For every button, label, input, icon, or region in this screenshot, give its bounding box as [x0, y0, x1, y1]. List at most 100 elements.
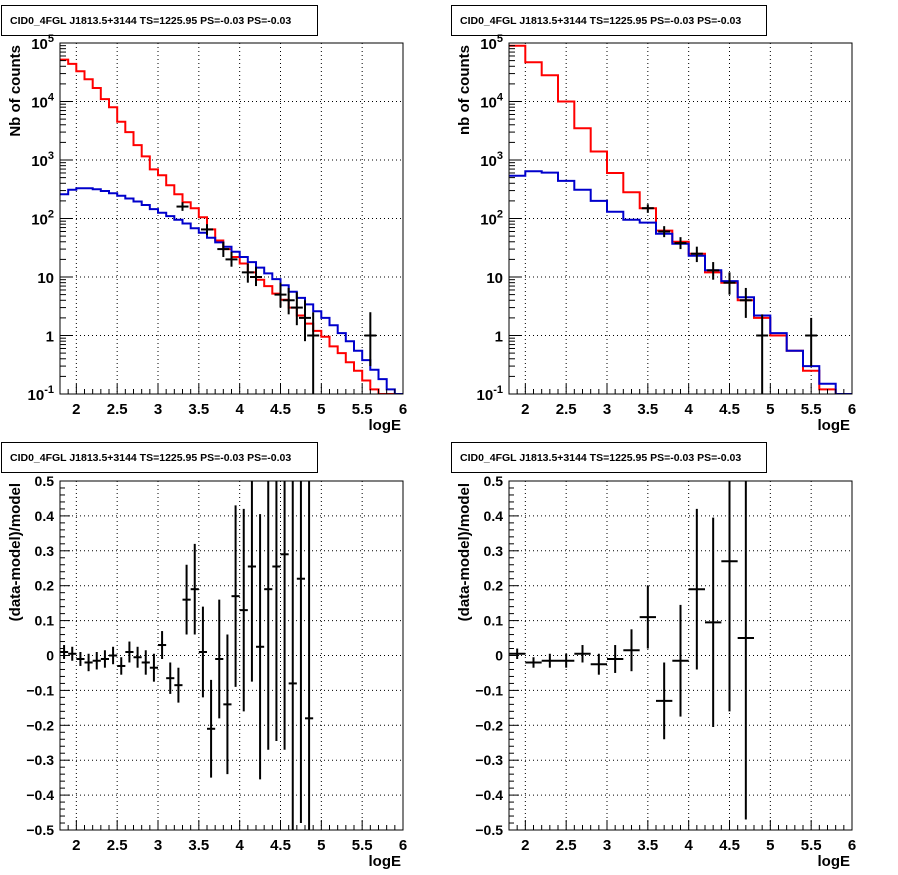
y-tick-label: −0.4: [475, 787, 503, 803]
y-tick-label: −0.2: [26, 717, 54, 733]
x-tick-label: 2.5: [107, 401, 128, 418]
x-tick-label: 5: [317, 401, 325, 418]
y-tick-label: 10-1: [477, 384, 503, 404]
x-tick-label: 5.5: [352, 837, 373, 854]
y-tick-label: −0.3: [26, 752, 54, 768]
x-tick-label: 6: [848, 401, 856, 418]
x-tick-label: 5.5: [801, 837, 822, 854]
x-tick-label: 3.5: [188, 837, 209, 854]
x-tick-label: 3.5: [188, 401, 209, 418]
y-tick-label: 0: [495, 648, 503, 664]
x-tick-label: 5.5: [801, 401, 822, 418]
y-tick-label: 10: [486, 270, 503, 287]
grid-lines: [509, 43, 852, 394]
histogram-series-1: [60, 58, 403, 394]
x-tick-label: 2: [521, 837, 529, 854]
chart-panel-4: CID0_4FGL J1813.5+3144 TS=1225.95 PS=-0.…: [451, 442, 856, 870]
x-axis-label: logE: [369, 417, 402, 434]
chart-panel-2: CID0_4FGL J1813.5+3144 TS=1225.95 PS=-0.…: [451, 5, 856, 434]
x-tick-label: 5: [766, 837, 774, 854]
y-tick-label: 0.2: [484, 578, 504, 594]
y-tick-label: 1: [46, 329, 54, 346]
x-axis-label: logE: [369, 853, 402, 870]
y-tick-label: 105: [31, 33, 54, 53]
x-tick-label: 4: [235, 401, 244, 418]
x-ticks: [59, 820, 404, 830]
y-tick-label: 0.1: [35, 613, 55, 629]
x-tick-label: 4.5: [270, 401, 291, 418]
y-ticks: [60, 480, 70, 831]
chart-panel-3: CID0_4FGL J1813.5+3144 TS=1225.95 PS=-0.…: [1, 442, 407, 870]
y-tick-label: 1: [495, 329, 503, 346]
x-tick-label: 3: [154, 401, 162, 418]
x-tick-label: 4.5: [719, 837, 740, 854]
plot-area: [509, 44, 852, 394]
x-tick-label: 3.5: [637, 401, 658, 418]
y-tick-label: 10: [37, 270, 54, 287]
x-tick-label: 4: [684, 837, 693, 854]
y-tick-label: 0: [46, 648, 54, 664]
y-tick-label: 0.4: [484, 508, 504, 524]
y-tick-label: 0.3: [35, 543, 55, 559]
y-tick-label: 0.2: [35, 578, 55, 594]
plot-frame: [508, 42, 853, 395]
x-tick-label: 4.5: [719, 401, 740, 418]
x-ticks: [508, 820, 853, 830]
y-tick-label: 10-1: [28, 384, 54, 404]
histogram-series-1: [509, 44, 852, 394]
x-tick-label: 3: [603, 837, 611, 854]
title-box: [1, 5, 318, 36]
data-points: [176, 202, 377, 394]
y-tick-label: 103: [480, 150, 503, 170]
x-tick-label: 6: [399, 837, 407, 854]
x-tick-label: 5: [766, 401, 774, 418]
y-ticks: [509, 480, 519, 831]
chart-title: CID0_4FGL J1813.5+3144 TS=1225.95 PS=-0.…: [460, 452, 741, 464]
y-tick-label: 102: [480, 209, 503, 229]
y-tick-label: −0.5: [26, 822, 54, 838]
x-tick-label: 4: [684, 401, 693, 418]
y-tick-label: 105: [480, 33, 503, 53]
y-tick-label: 104: [480, 92, 504, 112]
y-tick-label: −0.2: [475, 717, 503, 733]
chart-panel-1: CID0_4FGL J1813.5+3144 TS=1225.95 PS=-0.…: [1, 5, 407, 434]
title-box: [451, 5, 767, 36]
x-ticks: [508, 384, 853, 394]
plot-area: [60, 58, 403, 394]
y-tick-label: 0.4: [35, 508, 55, 524]
y-ticks: [60, 42, 72, 395]
x-tick-label: 4: [235, 837, 244, 854]
y-tick-label: −0.1: [475, 682, 503, 698]
x-tick-label: 2.5: [556, 401, 577, 418]
residual-points: [60, 481, 314, 830]
y-tick-label: −0.4: [26, 787, 54, 803]
plot-area: [60, 481, 314, 830]
data-points: [641, 204, 818, 394]
y-tick-label: 0.1: [484, 613, 504, 629]
chart-title: CID0_4FGL J1813.5+3144 TS=1225.95 PS=-0.…: [460, 15, 741, 27]
y-tick-label: 102: [31, 209, 54, 229]
y-tick-label: 104: [31, 92, 55, 112]
x-tick-label: 5: [317, 837, 325, 854]
y-axis-label: (data-model)/model: [7, 483, 24, 621]
residual-points: [509, 481, 754, 820]
y-axis-label: (data-model)/model: [456, 483, 473, 621]
y-tick-label: −0.1: [26, 682, 54, 698]
y-tick-label: 0.5: [484, 473, 504, 489]
x-ticks: [59, 384, 404, 394]
x-axis-label: logE: [818, 417, 851, 434]
x-tick-label: 2: [521, 401, 529, 418]
y-tick-label: −0.5: [475, 822, 503, 838]
x-tick-label: 6: [848, 837, 856, 854]
x-tick-label: 2: [72, 837, 80, 854]
x-tick-label: 5.5: [352, 401, 373, 418]
y-axis-label: Nb of counts: [7, 45, 24, 137]
y-ticks: [509, 42, 521, 395]
y-tick-label: 103: [31, 150, 54, 170]
x-tick-label: 3: [603, 401, 611, 418]
y-tick-label: 0.5: [35, 473, 55, 489]
title-box: [1, 442, 318, 473]
x-tick-label: 6: [399, 401, 407, 418]
x-tick-label: 2.5: [556, 837, 577, 854]
